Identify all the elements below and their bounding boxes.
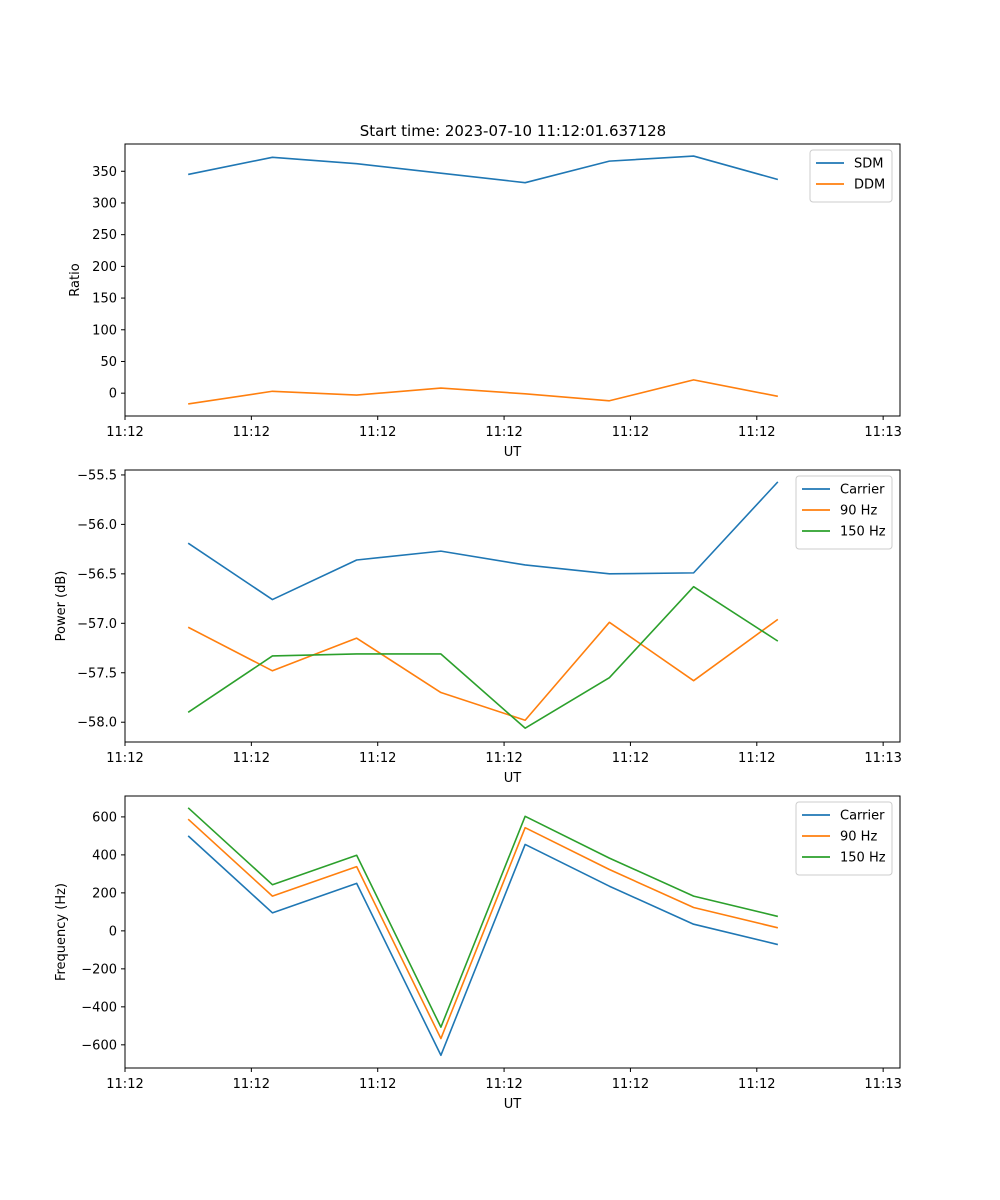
ratio-y-tick-label: 100 bbox=[92, 323, 117, 338]
frequency-x-tick-label: 11:13 bbox=[864, 1077, 901, 1092]
ratio-series-sdm bbox=[188, 155, 779, 184]
power-series-150-hz bbox=[187, 585, 779, 729]
frequency-y-tick-label: −600 bbox=[81, 1038, 117, 1053]
power-axes-frame bbox=[124, 469, 901, 743]
frequency-y-tick-label: 600 bbox=[92, 810, 117, 825]
frequency-axes-frame bbox=[124, 795, 901, 1069]
frequency-panel: 11:12 11:12 11:12 11:12 11:12 11:12 11:13 −600 −… bbox=[54, 795, 902, 1112]
power-legend: Carrier 90 Hz 150 Hz bbox=[795, 475, 893, 550]
power-y-tick-label: −56.5 bbox=[77, 567, 117, 582]
ratio-legend-label: DDM bbox=[854, 178, 885, 193]
ratio-y-axis-label: Ratio bbox=[68, 263, 83, 296]
power-y-tick-label: −57.0 bbox=[77, 617, 117, 632]
ratio-x-tick-label: 11:12 bbox=[233, 425, 270, 440]
power-legend-label: 90 Hz bbox=[840, 504, 877, 519]
ratio-y-tick-label: 300 bbox=[92, 196, 117, 211]
frequency-x-axis-label: UT bbox=[504, 1097, 522, 1112]
frequency-y-tick-label: 200 bbox=[92, 886, 117, 901]
power-y-tick-label: −58.0 bbox=[77, 716, 117, 731]
power-x-axis-label: UT bbox=[504, 771, 522, 786]
panels: 11:12 11:12 11:12 11:12 11:12 11:12 11:13 0 50 10… bbox=[54, 143, 902, 1112]
ratio-y-tick-label: 350 bbox=[92, 165, 117, 180]
power-x-tick-label: 11:13 bbox=[864, 751, 901, 766]
ratio-x-tick-label: 11:12 bbox=[485, 425, 522, 440]
frequency-legend-label: 90 Hz bbox=[840, 830, 877, 845]
ratio-x-tick-label: 11:12 bbox=[612, 425, 649, 440]
frequency-legend-label: Carrier bbox=[840, 809, 885, 824]
frequency-legend-label: 150 Hz bbox=[840, 851, 886, 866]
frequency-x-tick-label: 11:12 bbox=[359, 1077, 396, 1092]
ratio-legend: SDM DDM bbox=[809, 149, 893, 203]
frequency-x-tick-label: 11:12 bbox=[738, 1077, 775, 1092]
frequency-y-tick-label: −400 bbox=[81, 1000, 117, 1015]
frequency-y-tick-label: 400 bbox=[92, 848, 117, 863]
ratio-y-tick-label: 0 bbox=[109, 387, 117, 402]
frequency-series-90-hz bbox=[187, 818, 779, 1040]
ratio-y-tick-label: 50 bbox=[100, 355, 117, 370]
ratio-y-tick-label: 150 bbox=[92, 292, 117, 307]
power-x-tick-label: 11:12 bbox=[359, 751, 396, 766]
power-x-tick-label: 11:12 bbox=[738, 751, 775, 766]
frequency-series-150-hz bbox=[187, 807, 779, 1028]
ratio-axes-frame bbox=[124, 143, 901, 417]
frequency-series-carrier bbox=[187, 835, 779, 1057]
power-legend-label: Carrier bbox=[840, 483, 885, 498]
ratio-y-tick-label: 200 bbox=[92, 260, 117, 275]
power-series-carrier bbox=[187, 481, 779, 601]
power-panel: 11:12 11:12 11:12 11:12 11:12 11:12 11:13 −58.0… bbox=[54, 468, 902, 786]
power-legend-label: 150 Hz bbox=[840, 525, 886, 540]
ratio-panel: 11:12 11:12 11:12 11:12 11:12 11:12 11:13 0 50 10… bbox=[68, 143, 902, 460]
power-x-tick-label: 11:12 bbox=[106, 751, 143, 766]
ratio-legend-label: SDM bbox=[854, 157, 883, 172]
frequency-legend: Carrier 90 Hz 150 Hz bbox=[795, 801, 893, 876]
power-y-tick-label: −57.5 bbox=[77, 666, 117, 681]
power-y-axis-label: Power (dB) bbox=[54, 571, 69, 642]
ratio-x-tick-label: 11:13 bbox=[864, 425, 901, 440]
power-x-tick-label: 11:12 bbox=[233, 751, 270, 766]
ratio-x-tick-label: 11:12 bbox=[359, 425, 396, 440]
power-x-tick-label: 11:12 bbox=[485, 751, 522, 766]
power-series-90-hz bbox=[187, 618, 779, 722]
frequency-x-tick-label: 11:12 bbox=[233, 1077, 270, 1092]
power-y-tick-label: −56.0 bbox=[77, 518, 117, 533]
ratio-y-tick-label: 250 bbox=[92, 228, 117, 243]
ratio-x-axis-label: UT bbox=[504, 445, 522, 460]
power-x-tick-label: 11:12 bbox=[612, 751, 649, 766]
figure-title: Start time: 2023-07-10 11:12:01.637128 bbox=[360, 122, 666, 140]
frequency-y-tick-label: −200 bbox=[81, 962, 117, 977]
frequency-y-axis-label: Frequency (Hz) bbox=[54, 883, 69, 981]
power-y-tick-label: −55.5 bbox=[77, 468, 117, 483]
frequency-x-tick-label: 11:12 bbox=[612, 1077, 649, 1092]
frequency-x-tick-label: 11:12 bbox=[106, 1077, 143, 1092]
ratio-x-tick-label: 11:12 bbox=[106, 425, 143, 440]
frequency-y-tick-label: 0 bbox=[109, 924, 117, 939]
frequency-x-tick-label: 11:12 bbox=[485, 1077, 522, 1092]
ratio-x-tick-label: 11:12 bbox=[738, 425, 775, 440]
ratio-series-ddm bbox=[188, 379, 779, 405]
